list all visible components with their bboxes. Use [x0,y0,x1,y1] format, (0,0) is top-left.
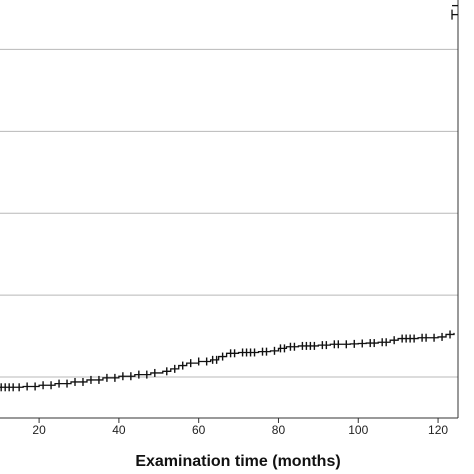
series-line [0,4,458,388]
x-axis-title: Examination time (months) [135,453,340,470]
x-axis-ticks: 20 40 60 80 100 120 [32,418,448,437]
series-path [0,332,455,388]
x-tick-label: 20 [32,423,46,437]
x-tick-label: 40 [112,423,126,437]
x-tick-label: 120 [428,423,448,437]
plot-frame [0,0,459,419]
x-tick-label: 100 [348,423,368,437]
x-tick-label: 80 [272,423,286,437]
censor-marks [0,330,451,392]
x-tick-label: 60 [192,423,206,437]
gridlines [0,48,458,378]
